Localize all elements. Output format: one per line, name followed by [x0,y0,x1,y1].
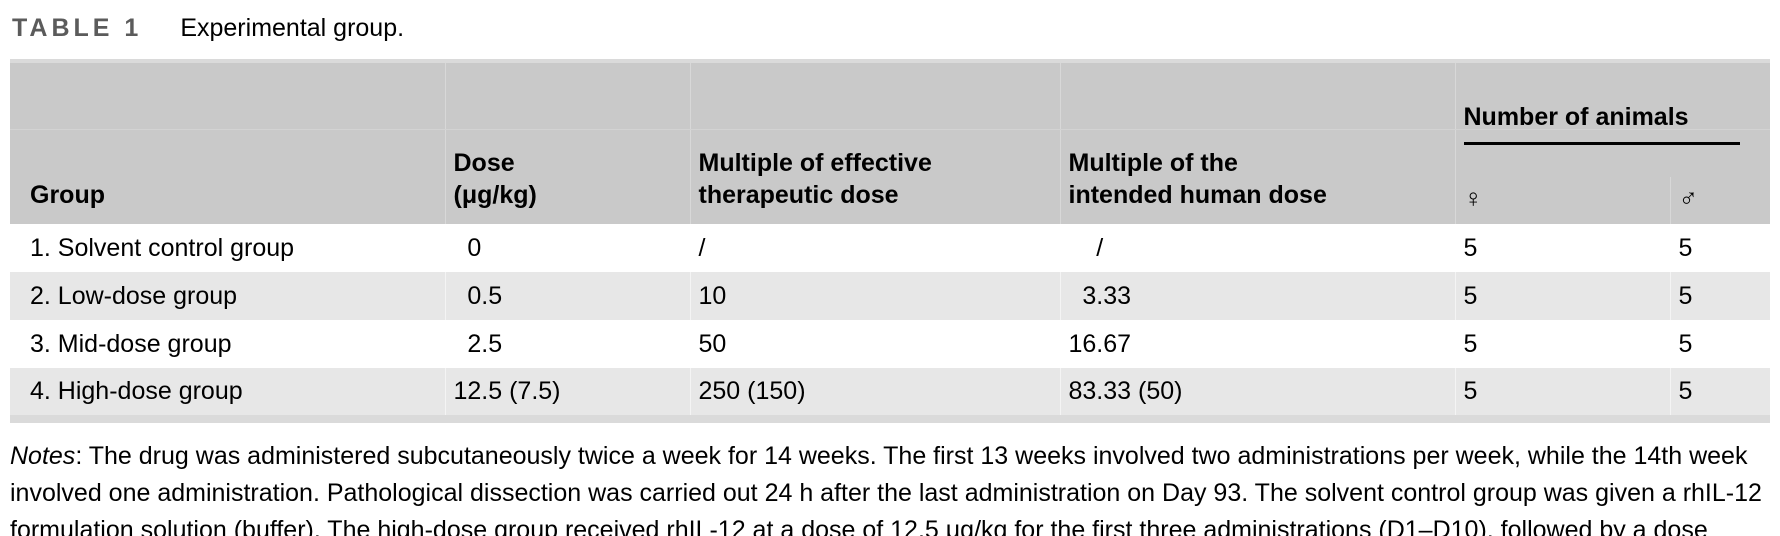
experimental-group-table: Group Dose (μg/kg) Multiple of effective… [10,59,1770,423]
cell-female-count: 5 [1454,224,1670,272]
cell-group: 3. Mid-dose group [30,329,232,358]
cell-multiple-effective: / [689,224,1060,272]
table-notes: Notes: The drug was administered subcuta… [10,438,1770,536]
header-multiple-effective: Multiple of effective therapeutic dose [689,61,1060,224]
cell-female-count: 5 [1454,272,1670,320]
table-row: 2. Low-dose group 0.5 10 3.33 5 5 [10,272,1770,320]
cell-multiple-human: / [1059,224,1455,272]
header-group: Group [10,61,445,224]
cell-male-count: 5 [1669,224,1770,272]
cell-multiple-human: 16.67 [1059,320,1455,368]
cell-dose: 2.5 [444,320,690,368]
header-number-of-animals: Number of animals [1454,61,1770,177]
cell-female-count: 5 [1454,320,1670,368]
cell-dose: 0 [444,224,690,272]
cell-group: 1. Solvent control group [30,233,295,262]
cell-multiple-human: 83.33 (50) [1059,368,1455,419]
table-row: 1. Solvent control group 0 / / 5 5 [10,224,1770,272]
cell-dose: 0.5 [444,272,690,320]
cell-male-count: 5 [1669,368,1770,419]
table-body: 1. Solvent control group 0 / / 5 5 2. Lo… [10,224,1770,419]
header-multiple-human: Multiple of the intended human dose [1059,61,1455,224]
table-row: 4. High-dose group 12.5 (7.5) 250 (150) … [10,368,1770,419]
table-title-row: TABLE 1 Experimental group. [12,14,1770,43]
table-row: 3. Mid-dose group 2.5 50 16.67 5 5 [10,320,1770,368]
notes-text: : The drug was administered subcutaneous… [10,442,1762,536]
header-dose: Dose (μg/kg) [444,61,690,224]
cell-multiple-effective: 10 [689,272,1060,320]
cell-group: 2. Low-dose group [30,281,238,310]
cell-group: 4. High-dose group [30,377,243,405]
cell-multiple-effective: 250 (150) [689,368,1060,419]
header-female-icon: ♀ [1454,177,1670,224]
table-number-tag: TABLE 1 [12,14,143,42]
table-caption: Experimental group. [180,14,405,42]
table-header: Group Dose (μg/kg) Multiple of effective… [10,61,1770,224]
cell-dose: 12.5 (7.5) [444,368,690,419]
notes-label: Notes [10,442,76,470]
cell-male-count: 5 [1669,320,1770,368]
cell-multiple-effective: 50 [689,320,1060,368]
data-table: Group Dose (μg/kg) Multiple of effective… [10,59,1770,423]
cell-female-count: 5 [1454,368,1670,419]
cell-male-count: 5 [1669,272,1770,320]
number-of-animals-label: Number of animals [1463,101,1740,145]
header-male-icon: ♂ [1669,177,1770,224]
cell-multiple-human: 3.33 [1059,272,1455,320]
